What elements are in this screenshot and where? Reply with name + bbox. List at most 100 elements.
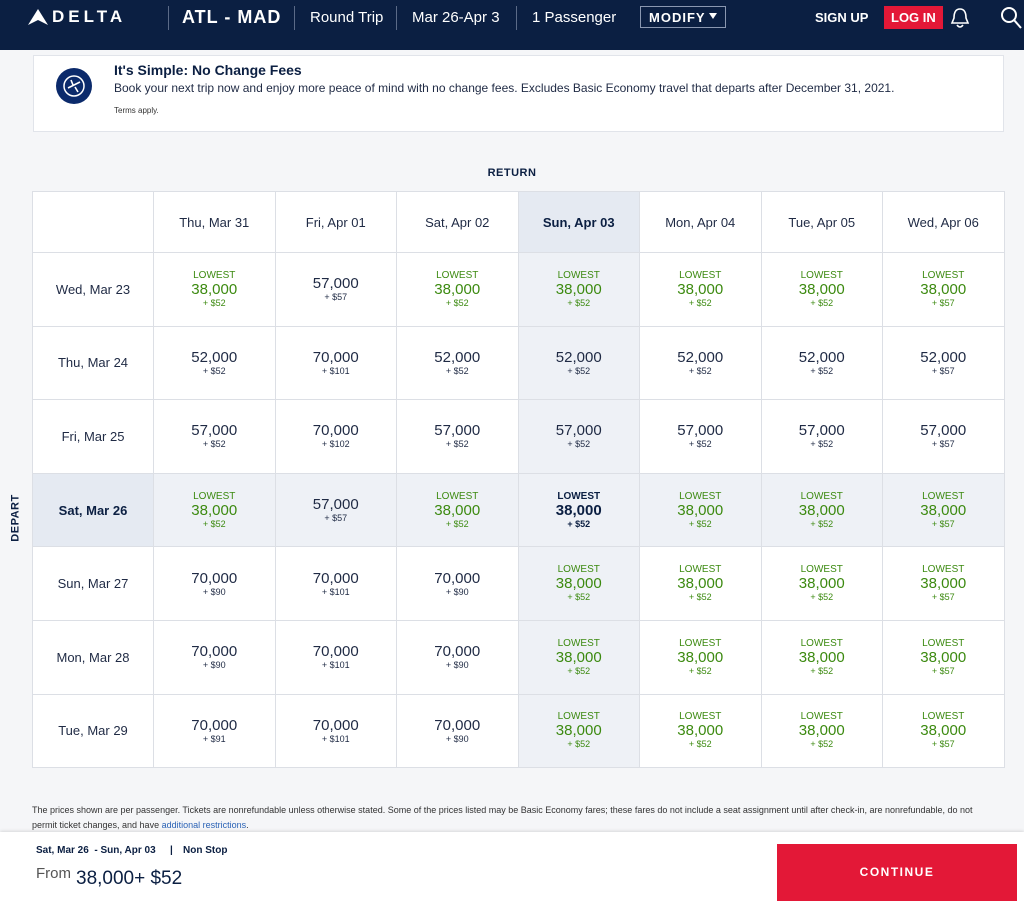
log-in[interactable]: LOG IN: [884, 6, 943, 29]
fare-cell[interactable]: LOWEST 38,000 + $57: [882, 472, 1005, 548]
fare-tag: LOWEST: [800, 637, 843, 649]
passengers: 1 Passenger: [532, 9, 617, 26]
return-date[interactable]: Wed, Apr 06: [882, 191, 1005, 253]
fare-fee: + $52: [445, 297, 469, 308]
fare-row: Tue, Mar 29 70,000 + $91 70,000 + $101 70,000…: [32, 693, 1005, 769]
fare-cell[interactable]: 70,000 + $101: [274, 546, 397, 621]
fare-cell[interactable]: LOWEST 38,000 + $52: [639, 619, 762, 695]
fare-fee: + $52: [688, 439, 712, 450]
fare-cell[interactable]: LOWEST 38,000 + $52: [760, 619, 883, 695]
fare-cell[interactable]: 70,000 + $90: [153, 619, 276, 695]
fare-cell[interactable]: 57,000 + $52: [396, 399, 519, 474]
fare-fee: + $57: [931, 592, 955, 603]
fare-cell[interactable]: LOWEST 38,000 + $52: [517, 472, 640, 548]
depart-date[interactable]: Thu, Mar 24: [32, 325, 154, 401]
fare-miles: 70,000: [191, 716, 238, 734]
return-date[interactable]: Mon, Apr 04: [639, 191, 762, 253]
return-date[interactable]: Fri, Apr 01: [274, 191, 397, 253]
fare-cell[interactable]: 57,000 + $52: [153, 399, 276, 474]
fare-note: The prices shown are per passenger. Tick…: [32, 803, 992, 833]
fare-cell[interactable]: LOWEST 38,000 + $52: [153, 472, 276, 548]
fare-cell[interactable]: 70,000 + $101: [274, 325, 397, 401]
fare-miles: 38,000: [920, 501, 967, 519]
fare-cell[interactable]: LOWEST 38,000 + $52: [396, 472, 519, 548]
modify-button[interactable]: MODIFY: [640, 6, 726, 28]
fare-cell[interactable]: LOWEST 38,000 + $52: [517, 252, 640, 327]
fare-cell[interactable]: LOWEST 38,000 + $52: [639, 546, 762, 621]
fare-cell[interactable]: LOWEST 38,000 + $57: [882, 693, 1005, 769]
fare-cell[interactable]: 52,000 + $52: [396, 325, 519, 401]
depart-date[interactable]: Fri, Mar 25: [32, 399, 154, 474]
fare-cell[interactable]: 57,000 + $57: [274, 472, 397, 548]
fare-cell[interactable]: 52,000 + $52: [639, 325, 762, 401]
depart-date[interactable]: Mon, Mar 28: [32, 619, 154, 695]
fare-cell[interactable]: LOWEST 38,000 + $52: [760, 693, 883, 769]
depart-label: DEPART: [9, 494, 22, 542]
fare-cell[interactable]: LOWEST 38,000 + $52: [639, 693, 762, 769]
fare-cell[interactable]: LOWEST 38,000 + $57: [882, 546, 1005, 621]
depart-date[interactable]: Sun, Mar 27: [32, 546, 154, 621]
fare-cell[interactable]: 70,000 + $90: [153, 546, 276, 621]
depart-date[interactable]: Wed, Mar 23: [32, 252, 154, 327]
bell-icon[interactable]: [950, 7, 970, 29]
fare-cell[interactable]: LOWEST 38,000 + $52: [760, 472, 883, 548]
fare-tag: LOWEST: [800, 564, 843, 576]
continue-button[interactable]: CONTINUE: [777, 844, 1017, 901]
fare-cell[interactable]: 57,000 + $57: [274, 252, 397, 327]
fare-cell[interactable]: LOWEST 38,000 + $57: [882, 252, 1005, 327]
fare-cell[interactable]: 70,000 + $90: [396, 619, 519, 695]
fare-cell[interactable]: LOWEST 38,000 + $52: [517, 546, 640, 621]
summary-stops: Non Stop: [183, 845, 228, 856]
fare-cell[interactable]: LOWEST 38,000 + $52: [760, 252, 883, 327]
fare-tag: LOWEST: [922, 711, 965, 723]
fare-fee: + $90: [202, 660, 226, 671]
return-date[interactable]: Thu, Mar 31: [153, 191, 276, 253]
fare-miles: 70,000: [312, 643, 359, 661]
fare-cell[interactable]: 70,000 + $91: [153, 693, 276, 769]
fare-cell[interactable]: 57,000 + $52: [517, 399, 640, 474]
return-date[interactable]: Tue, Apr 05: [760, 191, 883, 253]
fare-cell[interactable]: LOWEST 38,000 + $57: [882, 619, 1005, 695]
fare-cell[interactable]: LOWEST 38,000 + $52: [153, 252, 276, 327]
fare-cell[interactable]: 70,000 + $101: [274, 619, 397, 695]
fare-cell[interactable]: 52,000 + $52: [760, 325, 883, 401]
fare-miles: 57,000: [798, 422, 845, 440]
fare-cell[interactable]: LOWEST 38,000 + $52: [396, 252, 519, 327]
sign-up[interactable]: SIGN UP: [815, 10, 869, 25]
fare-cell[interactable]: LOWEST 38,000 + $52: [517, 619, 640, 695]
fare-cell[interactable]: 57,000 + $52: [760, 399, 883, 474]
fare-cell[interactable]: 52,000 + $52: [153, 325, 276, 401]
fare-cell[interactable]: 52,000 + $52: [517, 325, 640, 401]
fare-cell[interactable]: 57,000 + $52: [639, 399, 762, 474]
fare-cell[interactable]: 52,000 + $57: [882, 325, 1005, 401]
fare-fee: + $57: [931, 297, 955, 308]
fare-fee: + $52: [688, 665, 712, 676]
fare-cell[interactable]: LOWEST 38,000 + $52: [760, 546, 883, 621]
fare-cell[interactable]: 70,000 + $102: [274, 399, 397, 474]
promo-banner: It's Simple: No Change Fees Book your ne…: [33, 55, 1004, 132]
fare-miles: 38,000: [191, 501, 238, 519]
fare-cell[interactable]: 70,000 + $101: [274, 693, 397, 769]
search-icon[interactable]: [1000, 6, 1022, 30]
fare-fee: + $52: [688, 297, 712, 308]
depart-date[interactable]: Sat, Mar 26: [32, 472, 154, 548]
terms[interactable]: Terms apply.: [114, 106, 159, 115]
fare-cell[interactable]: 57,000 + $57: [882, 399, 1005, 474]
return-date[interactable]: Sat, Apr 02: [396, 191, 519, 253]
fare-miles: 38,000: [677, 575, 724, 593]
fare-fee: + $52: [810, 592, 834, 603]
depart-date[interactable]: Tue, Mar 29: [32, 693, 154, 769]
fare-tag: LOWEST: [800, 490, 843, 502]
fare-tag: LOWEST: [193, 490, 236, 502]
fare-cell[interactable]: 70,000 + $90: [396, 693, 519, 769]
fare-cell[interactable]: LOWEST 38,000 + $52: [639, 472, 762, 548]
fare-cell[interactable]: LOWEST 38,000 + $52: [517, 693, 640, 769]
fare-cell[interactable]: 70,000 + $90: [396, 546, 519, 621]
return-date[interactable]: Sun, Apr 03: [517, 191, 640, 253]
fare-cell[interactable]: LOWEST 38,000 + $52: [639, 252, 762, 327]
fare-tag: LOWEST: [679, 711, 722, 723]
logo[interactable]: DELTA: [52, 7, 127, 26]
fare-miles: 70,000: [312, 716, 359, 734]
restrictions-link[interactable]: additional restrictions: [161, 820, 247, 830]
